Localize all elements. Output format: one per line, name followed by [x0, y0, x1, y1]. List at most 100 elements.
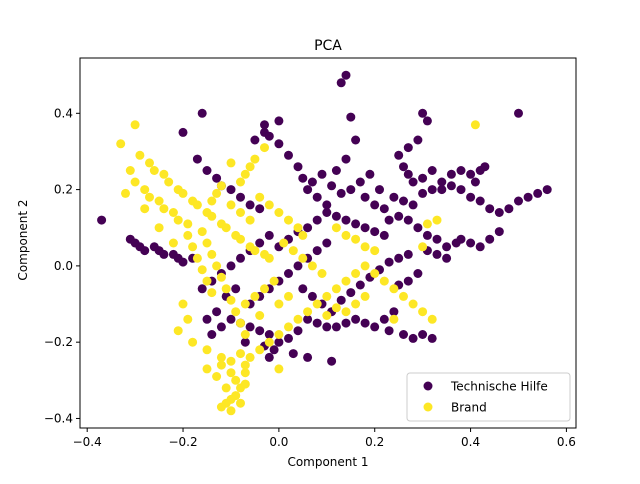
scatter-point — [394, 211, 404, 221]
axes-layer: −0.4 −0.2 0.0 0.2 0.4 0.6 −0.4 −0.2 0.0 0.2 0.4 — [44, 57, 577, 449]
scatter-point — [379, 314, 389, 324]
scatter-point — [116, 139, 126, 149]
scatter-point — [197, 108, 207, 118]
scatter-point — [418, 108, 428, 118]
scatter-point — [408, 333, 418, 343]
scatter-point — [485, 234, 495, 244]
scatter-point — [408, 200, 418, 210]
scatter-point — [255, 238, 265, 248]
legend-label: Brand — [451, 401, 487, 415]
scatter-point — [274, 364, 284, 374]
scatter-point — [236, 177, 245, 187]
scatter-point — [173, 215, 183, 225]
scatter-point — [264, 330, 274, 339]
scatter-point — [303, 352, 313, 362]
scatter-point — [221, 284, 231, 294]
scatter-point — [207, 288, 217, 298]
scatter-point — [164, 177, 174, 187]
scatter-point — [370, 322, 380, 332]
scatter-point — [264, 200, 274, 210]
scatter-point — [121, 188, 130, 198]
scatter-point — [264, 253, 274, 263]
scatter-point — [437, 177, 447, 187]
scatter-point — [226, 406, 236, 416]
scatter-point — [202, 364, 212, 374]
scatter-point — [264, 131, 274, 141]
scatter-point — [514, 196, 523, 206]
scatter-point — [188, 337, 198, 347]
scatter-point — [212, 372, 222, 381]
scatter-point — [236, 192, 245, 202]
scatter-point — [389, 307, 399, 317]
scatter-point — [370, 227, 380, 237]
scatter-point — [293, 162, 303, 172]
scatter-point — [336, 78, 346, 88]
scatter-point — [298, 230, 308, 240]
scatter-point — [269, 276, 279, 286]
scatter-point — [149, 166, 159, 175]
scatter-point — [240, 169, 250, 179]
scatter-point — [154, 196, 164, 206]
scatter-point — [322, 208, 332, 217]
scatter-point — [303, 185, 313, 195]
scatter-point — [427, 166, 437, 175]
scatter-point — [274, 208, 284, 217]
scatter-point — [207, 249, 217, 259]
scatter-point — [403, 143, 413, 153]
scatter-point — [202, 166, 212, 175]
scatter-point — [250, 154, 260, 164]
scatter-point — [298, 173, 308, 183]
scatter-point — [312, 215, 322, 225]
scatter-point — [466, 192, 476, 202]
scatter-point — [399, 196, 408, 206]
scatter-point — [341, 276, 351, 286]
scatter-point — [202, 238, 212, 248]
scatter-point — [446, 169, 456, 179]
scatter-point — [183, 230, 193, 240]
scatter-point — [140, 246, 150, 256]
scatter-point — [159, 169, 169, 179]
scatter-point — [183, 219, 193, 229]
scatter-point — [418, 188, 428, 198]
scatter-point — [240, 368, 250, 378]
scatter-point — [432, 234, 442, 244]
scatter-point — [307, 261, 317, 271]
scatter-point — [226, 368, 236, 378]
scatter-point — [341, 154, 351, 164]
scatter-point — [317, 269, 327, 278]
scatter-point — [470, 120, 480, 130]
scatter-point — [226, 356, 236, 366]
scatter-point — [351, 314, 361, 324]
scatter-point — [284, 269, 293, 278]
scatter-point — [140, 185, 150, 195]
scatter-point — [394, 253, 404, 263]
y-tick-label: −0.2 — [44, 335, 73, 349]
scatter-point — [442, 253, 452, 263]
scatter-point — [341, 215, 351, 225]
scatter-point — [274, 299, 284, 309]
scatter-point — [226, 261, 236, 271]
scatter-point — [255, 204, 265, 214]
scatter-point — [226, 158, 236, 168]
scatter-point — [542, 185, 552, 195]
scatter-point — [236, 234, 245, 244]
scatter-point — [303, 223, 313, 233]
scatter-point — [456, 185, 466, 195]
scatter-point — [207, 196, 217, 206]
scatter-point — [240, 379, 250, 389]
scatter-point — [212, 307, 222, 317]
scatter-point — [375, 185, 384, 195]
scatter-point — [322, 322, 332, 332]
scatter-point — [159, 204, 169, 214]
scatter-point — [312, 192, 322, 202]
scatter-point — [327, 356, 337, 366]
scatter-point — [403, 215, 413, 225]
scatter-point — [399, 162, 408, 172]
scatter-point — [422, 116, 432, 126]
scatter-point — [355, 177, 365, 187]
scatter-point — [288, 246, 298, 256]
scatter-point — [221, 383, 231, 393]
scatter-point — [413, 223, 423, 233]
scatter-point — [403, 249, 413, 259]
scatter-point — [432, 249, 442, 259]
